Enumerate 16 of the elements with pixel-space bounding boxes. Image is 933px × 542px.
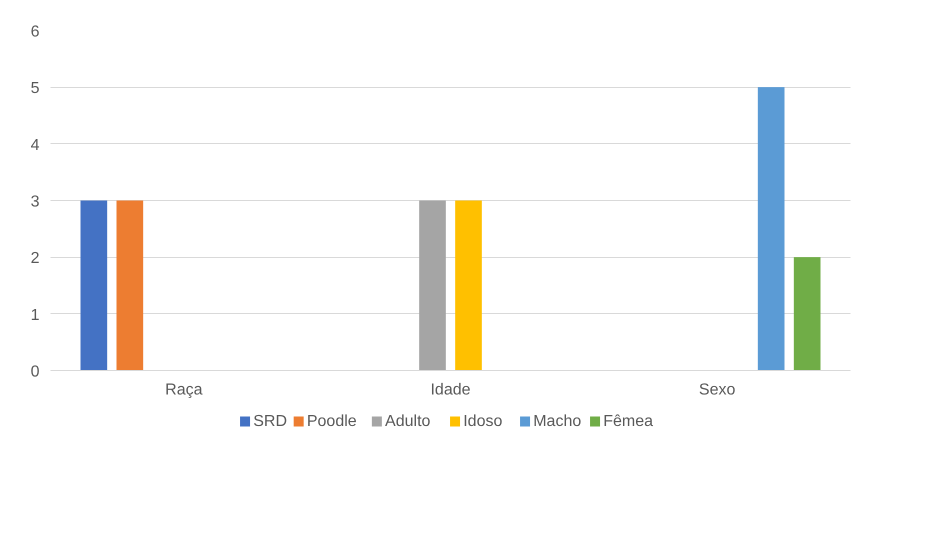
y-tick-label: 2 (30, 250, 40, 268)
y-tick-label: 3 (30, 194, 40, 210)
y-tick-label: 5 (30, 80, 40, 98)
y-tick-label: 0 (30, 364, 40, 380)
y-tick-label: 4 (30, 136, 40, 154)
legend-label: Macho (533, 413, 582, 430)
y-tick-label: 1 (30, 306, 40, 324)
legend-label: Idoso (463, 413, 502, 430)
legend-label: Poodle (306, 413, 357, 430)
x-tick-label: Idade (430, 382, 471, 398)
legend-label: Adulto (385, 413, 431, 430)
y-tick-label: 6 (30, 24, 40, 40)
x-tick-label: Sexo (698, 382, 736, 398)
x-tick-label: Raça (165, 382, 203, 398)
legend-label: SRD (253, 413, 288, 430)
legend-label: Fêmea (603, 413, 654, 430)
